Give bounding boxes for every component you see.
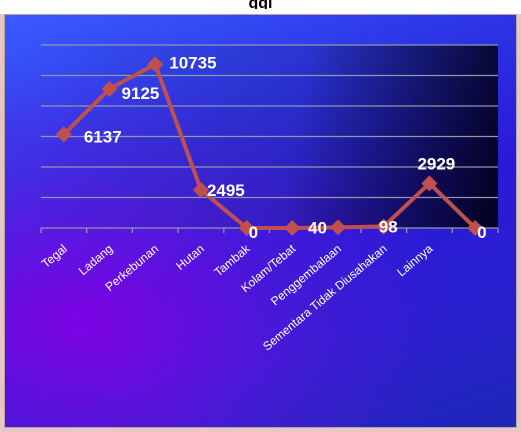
data-point: [238, 220, 255, 236]
data-label: 2929: [417, 154, 455, 173]
data-point: [421, 175, 438, 192]
chart-frame: 6137 9125 10735 2495 0 40 98 2929 0 Tegal Ladang P…: [4, 14, 517, 428]
data-label: 2495: [207, 181, 245, 200]
data-label: 40: [308, 218, 327, 237]
line-chart: 6137 9125 10735 2495 0 40 98 2929 0 Tegal LadangP…: [39, 44, 499, 354]
data-point: [375, 218, 392, 235]
data-point: [467, 220, 484, 236]
data-labels: 6137 9125 10735 2495 0 40 98 2929 0: [84, 53, 487, 242]
chart-title-fragment: ggi: [248, 0, 273, 9]
x-tick-label: Ladang: [76, 242, 116, 278]
data-label: 0: [249, 223, 258, 242]
data-label: 0: [477, 223, 486, 242]
data-label: 9125: [122, 84, 160, 103]
x-tick-label: Hutan: [173, 242, 207, 273]
top-strip: [0, 0, 521, 14]
data-point: [55, 126, 72, 143]
data-point: [192, 181, 209, 198]
data-label: 98: [379, 218, 398, 237]
data-point: [101, 80, 118, 97]
data-point: [330, 219, 347, 236]
data-label: 10735: [169, 53, 216, 72]
x-tick-label: Lainnya: [394, 241, 435, 279]
data-markers: [55, 56, 484, 236]
gridlines: [41, 44, 498, 199]
series-line: [62, 62, 477, 230]
data-point: [147, 56, 164, 73]
data-point: [284, 220, 301, 236]
series-polyline: [62, 62, 477, 230]
x-tick-label: Tegal: [39, 242, 70, 271]
data-label: 6137: [84, 127, 122, 146]
x-tick-label: Tambak: [211, 241, 253, 279]
